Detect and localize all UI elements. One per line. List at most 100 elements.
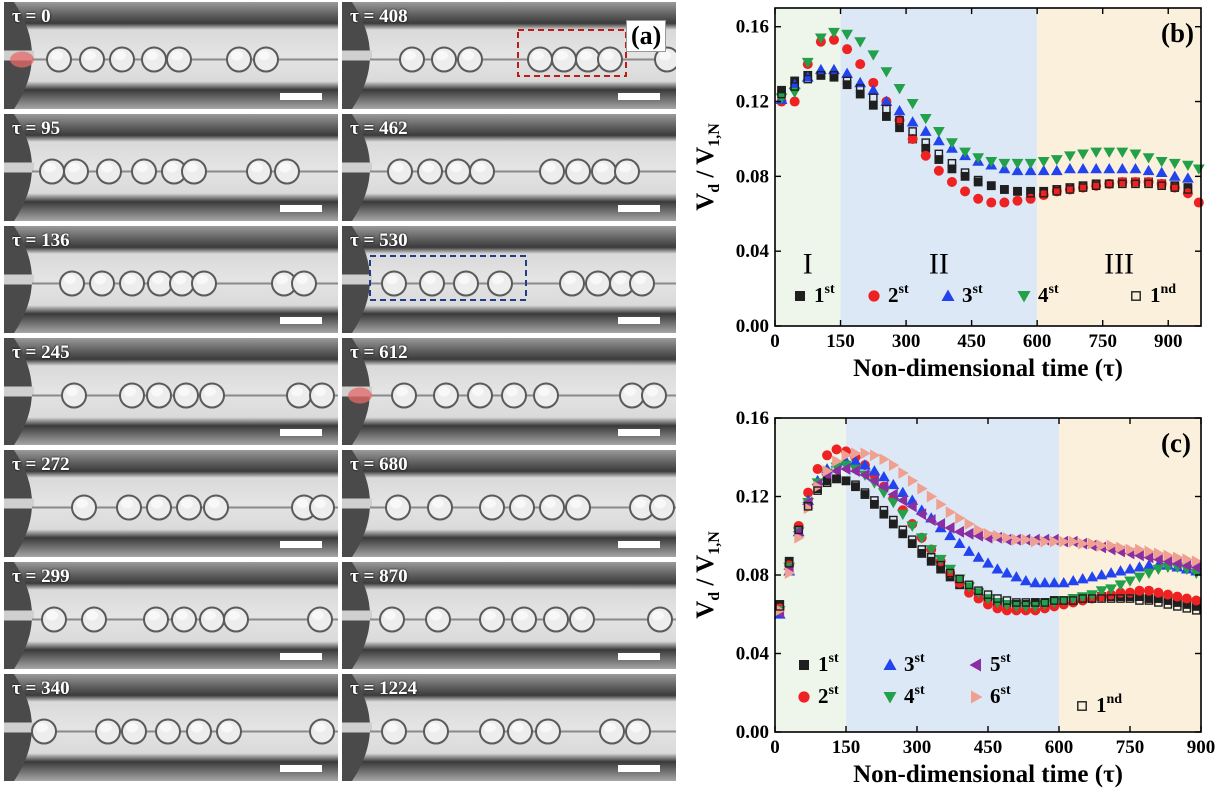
channel-drawing xyxy=(4,114,338,221)
data-point xyxy=(1180,559,1192,572)
droplet-highlight xyxy=(484,498,496,509)
droplet-highlight xyxy=(279,162,291,173)
data-point xyxy=(972,551,985,562)
data-point xyxy=(803,502,815,515)
data-point xyxy=(1133,561,1146,572)
data-point xyxy=(947,164,957,174)
x-tick-label: 900 xyxy=(1154,331,1183,352)
scale-bar xyxy=(618,93,660,100)
data-point xyxy=(849,465,860,477)
droplet-highlight xyxy=(251,162,263,173)
data-point xyxy=(960,168,970,177)
data-point xyxy=(926,490,938,503)
data-point xyxy=(946,176,957,187)
data-point xyxy=(991,563,1004,574)
y-axis-label: Vd / V1,N xyxy=(692,531,723,619)
data-point xyxy=(1024,158,1037,170)
data-point xyxy=(1114,565,1127,576)
chart-c: 0 150 300 450 600 750 900 0.00 0.04 0.08 0.12 0.16 N… xyxy=(692,408,1215,788)
data-point xyxy=(882,104,891,114)
microscopy-frame: τ = 245 xyxy=(4,338,338,445)
panel-a-label: (a) xyxy=(626,20,667,52)
droplet-highlight xyxy=(228,610,240,621)
data-point xyxy=(1144,594,1154,603)
data-point xyxy=(944,522,955,534)
legend-item: 2st xyxy=(798,683,839,708)
data-point xyxy=(868,100,878,110)
legend-label: 3st xyxy=(904,651,925,676)
data-point xyxy=(803,502,813,511)
data-point xyxy=(919,113,932,125)
droplet-highlight xyxy=(196,274,208,285)
legend-label: 4st xyxy=(1038,282,1059,307)
data-point xyxy=(842,44,853,55)
legend-item: 3st xyxy=(883,651,925,676)
data-point xyxy=(932,127,945,138)
droplet-highlight xyxy=(596,162,608,173)
series-5th xyxy=(773,463,1201,619)
data-point xyxy=(906,521,919,532)
data-point xyxy=(986,181,996,191)
data-point xyxy=(842,76,852,86)
plot-frame xyxy=(774,7,1202,327)
data-point xyxy=(1012,195,1023,206)
droplet-highlight xyxy=(191,722,203,733)
data-point xyxy=(860,447,871,460)
data-point xyxy=(906,500,917,513)
data-point xyxy=(1050,164,1063,176)
legend-item: 4st xyxy=(883,683,925,708)
data-point xyxy=(1134,585,1145,596)
droplet-highlight xyxy=(36,722,48,733)
data-point xyxy=(1048,576,1061,588)
scale-bar xyxy=(280,205,322,212)
droplet-highlight xyxy=(404,50,416,61)
data-point xyxy=(906,99,919,110)
data-point xyxy=(882,112,891,121)
region-label: II xyxy=(929,248,949,281)
tau-label: τ = 340 xyxy=(12,678,70,699)
data-point xyxy=(829,72,839,82)
data-point xyxy=(920,150,931,161)
data-point xyxy=(830,465,841,477)
data-point xyxy=(801,57,814,69)
data-point xyxy=(1024,164,1037,176)
droplet-highlight xyxy=(630,722,642,733)
channel-drawing xyxy=(342,114,676,221)
data-point xyxy=(1095,586,1108,597)
data-point xyxy=(790,82,799,91)
droplet-highlight xyxy=(64,274,76,285)
droplet-highlight xyxy=(386,274,398,285)
droplet-highlight xyxy=(160,722,172,733)
scale-bar xyxy=(280,765,322,772)
data-point xyxy=(1030,535,1042,548)
scale-bar xyxy=(618,541,660,548)
data-point xyxy=(1190,561,1201,574)
y-tick-label: 0.08 xyxy=(736,166,769,187)
data-point xyxy=(1154,547,1165,560)
data-point xyxy=(999,185,1009,194)
nozzle-tip xyxy=(4,162,34,173)
data-point xyxy=(854,37,867,48)
y-tick-label: 0.00 xyxy=(736,316,769,337)
droplet-highlight xyxy=(94,274,106,285)
data-point xyxy=(898,467,909,479)
droplet-highlight xyxy=(204,386,216,397)
highlight-red-box xyxy=(517,29,627,77)
microscopy-frame: τ = 870 xyxy=(342,562,676,669)
data-point xyxy=(919,125,932,136)
droplet-highlight xyxy=(544,162,556,173)
data-point xyxy=(1077,162,1089,174)
microscopy-frame: τ = 95 xyxy=(4,114,338,221)
data-point xyxy=(859,459,871,470)
legend-label: 4st xyxy=(904,683,925,708)
tau-label: τ = 299 xyxy=(12,566,70,587)
data-point xyxy=(1117,176,1128,187)
droplet-highlight xyxy=(204,610,216,621)
legend-label: 1nd xyxy=(1096,692,1122,717)
data-point xyxy=(849,455,862,466)
data-point xyxy=(829,71,839,80)
data-point xyxy=(1143,551,1154,564)
data-point xyxy=(1191,595,1202,606)
data-point xyxy=(1031,598,1040,607)
